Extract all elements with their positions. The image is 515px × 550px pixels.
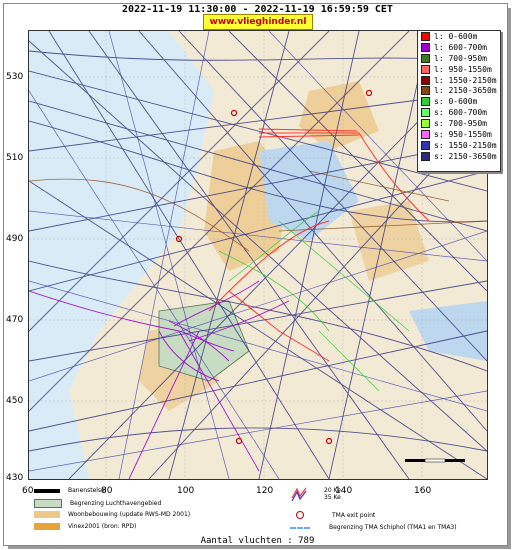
legend-label: s: 2150-3650m	[434, 151, 497, 161]
legend-label: l: 0-600m	[434, 31, 478, 41]
legend-swatch	[421, 86, 430, 96]
legend-label: l: 2150-3650m	[434, 86, 497, 96]
legend-label: l: 700-950m	[434, 53, 487, 63]
ke20-label: 20 Ke	[324, 487, 341, 494]
legend-swatch	[421, 151, 430, 161]
legend-runway: Banenstelsel	[34, 487, 106, 494]
housing-label: Woonbebouwing (update RWS-MD 2001)	[68, 511, 191, 518]
time-range-title: 2022-11-19 11:30:00 - 2022-11-19 16:59:5…	[122, 4, 393, 15]
flight-track-map	[28, 30, 488, 480]
map-canvas	[29, 31, 487, 479]
x-tick-label: 140	[335, 486, 353, 496]
y-tick-label: 470	[6, 315, 24, 325]
y-tick-label: 430	[6, 473, 24, 483]
grid	[29, 31, 487, 479]
legend-ke-contours: 20 Ke 35 Ke	[290, 486, 341, 502]
legend-swatch	[421, 75, 430, 85]
legend-swatch	[421, 64, 430, 74]
tracks-approach-purple	[29, 280, 290, 479]
legend-item: l: 2150-3650m	[418, 85, 500, 96]
legend-item: l: 1550-2150m	[418, 75, 500, 86]
legend-swatch	[421, 129, 430, 139]
tracks-green	[218, 210, 410, 392]
tma-boundary-label: Begrenzing TMA Schiphol (TMA1 en TMA3)	[329, 524, 457, 531]
legend-item: s: 950-1550m	[418, 129, 500, 140]
runway-swatch	[34, 488, 60, 493]
tracks-mid	[29, 31, 487, 479]
vinex-swatch	[34, 523, 60, 530]
legend-label: s: 1550-2150m	[434, 140, 497, 150]
legend-item: l: 700-950m	[418, 53, 500, 64]
x-tick-label: 60	[22, 486, 34, 496]
legend-item: s: 600-700m	[418, 107, 500, 118]
legend-housing: Woonbebouwing (update RWS-MD 2001)	[34, 511, 190, 518]
legend-label: l: 600-700m	[434, 42, 487, 52]
legend-item: s: 700-950m	[418, 118, 500, 129]
ke35-label: 35 Ke	[324, 494, 341, 501]
vinex-label: Vinex2001 (bron: RPD)	[68, 523, 137, 530]
legend-swatch	[421, 42, 430, 52]
y-tick-label: 490	[6, 234, 24, 244]
legend-swatch	[421, 97, 430, 107]
legend-label: s: 600-700m	[434, 108, 487, 118]
tma-boundary-swatch	[290, 526, 310, 529]
x-tick-label: 80	[101, 486, 113, 496]
legend-swatch	[421, 53, 430, 63]
legend-item: l: 0-600m	[418, 31, 500, 42]
legend-swatch	[421, 140, 430, 150]
legend-swatch	[421, 108, 430, 118]
scale-bar	[405, 458, 465, 463]
legend-airport-boundary: Begrenzing Luchthavengebied	[34, 499, 161, 508]
water-area	[409, 301, 487, 361]
housing-area	[349, 201, 429, 281]
legend-item: l: 950-1550m	[418, 64, 500, 75]
airport-boundary-label: Begrenzing Luchthavengebied	[70, 500, 162, 507]
legend-tma-exit: TMA exit point	[296, 511, 375, 519]
tracks-low-red	[208, 128, 430, 362]
legend-item: l: 600-700m	[418, 42, 500, 53]
legend-item: s: 1550-2150m	[418, 140, 500, 151]
flight-count: Aantal vluchten : 789	[200, 536, 315, 546]
legend-vinex: Vinex2001 (bron: RPD)	[34, 523, 136, 530]
tma-exit-icon	[296, 511, 304, 519]
housing-swatch	[34, 511, 60, 518]
x-tick-label: 120	[256, 486, 274, 496]
ke-contour-icon	[291, 487, 307, 502]
tma-exit-label: TMA exit point	[332, 511, 376, 519]
legend-swatch	[421, 119, 430, 129]
legend-tma-boundary: Begrenzing TMA Schiphol (TMA1 en TMA3)	[290, 524, 457, 531]
runway-label: Banenstelsel	[68, 487, 107, 494]
tracks-brown	[29, 170, 487, 252]
legend-label: l: 950-1550m	[434, 64, 492, 74]
legend-swatch	[421, 31, 430, 41]
legend-item: s: 2150-3650m	[418, 151, 500, 162]
site-banner[interactable]: www.vlieghinder.nl	[203, 14, 313, 30]
x-tick-label: 100	[177, 486, 195, 496]
y-tick-label: 510	[6, 153, 24, 163]
legend-item: s: 0-600m	[418, 96, 500, 107]
y-tick-label: 530	[6, 72, 24, 82]
x-tick-label: 160	[414, 486, 432, 496]
legend-label: l: 1550-2150m	[434, 75, 497, 85]
y-tick-label: 450	[6, 396, 24, 406]
legend-label: s: 0-600m	[434, 97, 478, 107]
altitude-legend: l: 0-600m l: 600-700m l: 700-950m l: 950-15…	[417, 30, 501, 172]
water-area	[259, 141, 359, 241]
airport-boundary-swatch	[34, 499, 62, 508]
legend-label: s: 950-1550m	[434, 129, 492, 139]
legend-label: s: 700-950m	[434, 119, 487, 129]
map-feature-legend: Banenstelsel Begrenzing Luchthavengebied…	[28, 480, 486, 536]
tracks-high	[29, 31, 487, 479]
tma-exit-points	[175, 89, 373, 445]
